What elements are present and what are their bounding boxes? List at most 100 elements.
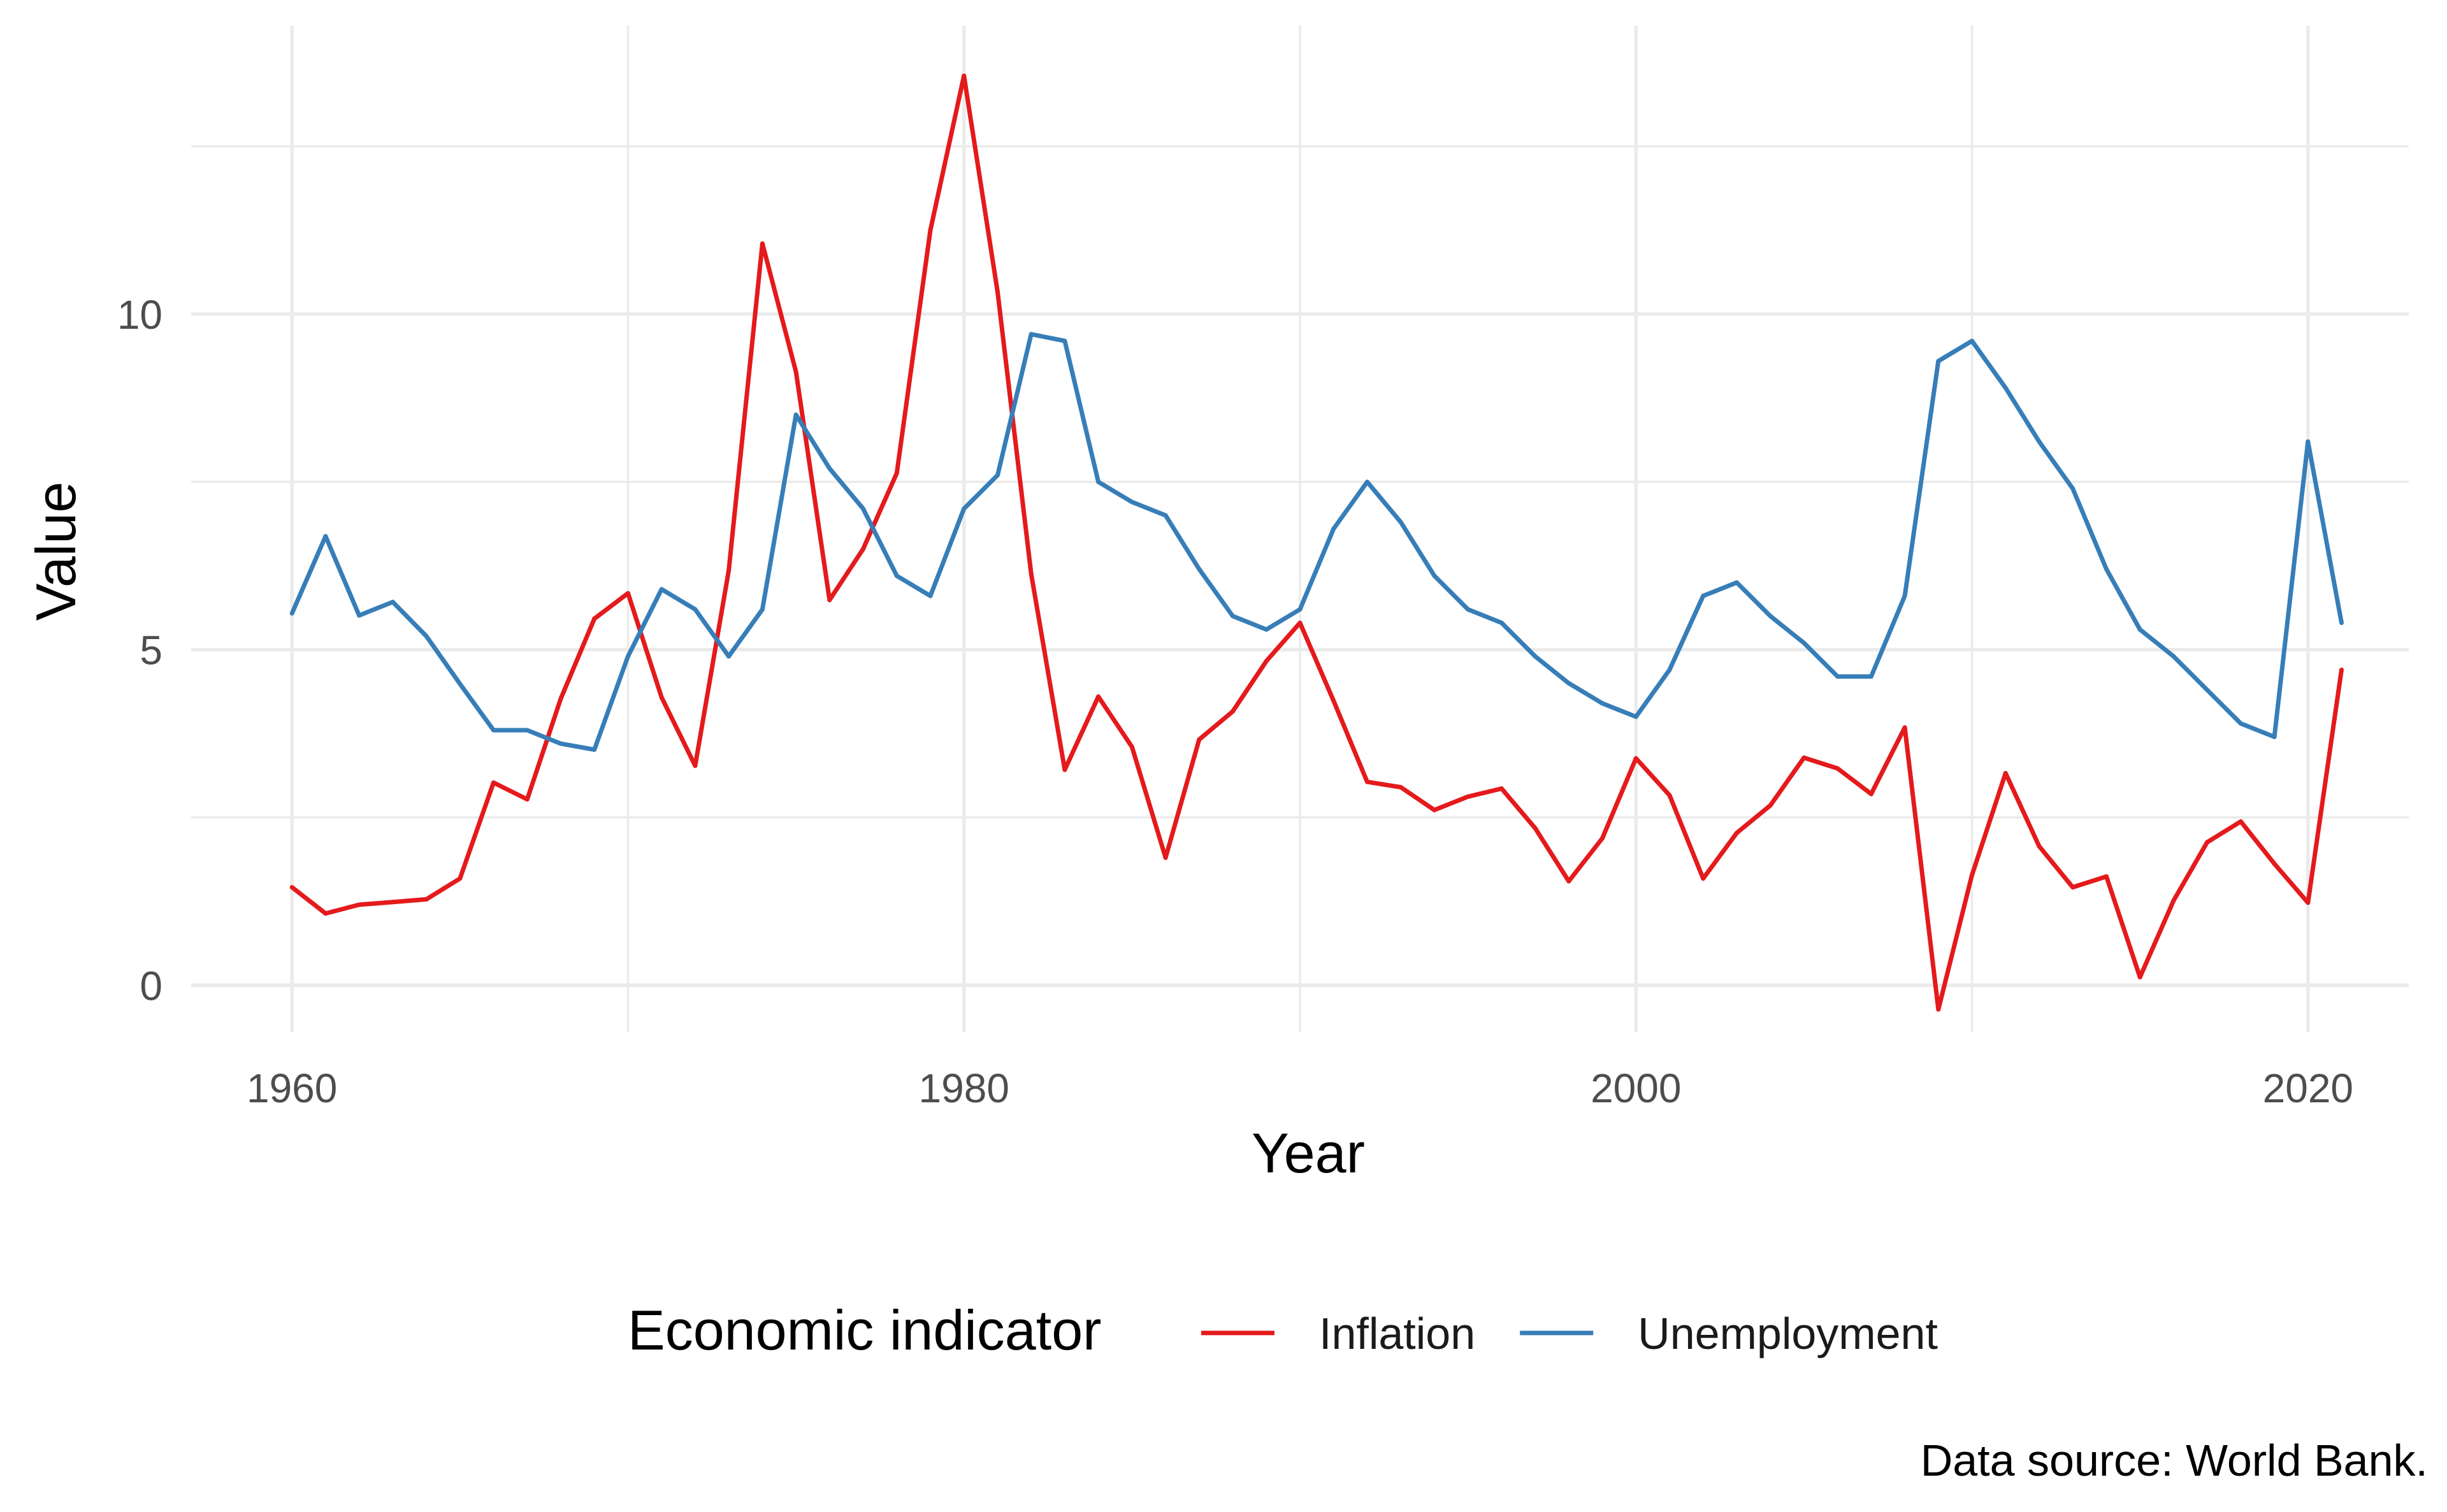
data-point [1936, 359, 1941, 364]
legend-items: Inflation Unemployment [1201, 1309, 1938, 1358]
x-tick-label: 1960 [247, 1065, 337, 1111]
data-point [357, 902, 362, 907]
series-line-inflation [291, 73, 2344, 1012]
data-point [1398, 520, 1403, 524]
data-point [962, 506, 967, 511]
x-tick-label: 2020 [2263, 1065, 2353, 1111]
data-point [2070, 486, 2075, 491]
data-point [1600, 836, 1605, 841]
data-point [1801, 640, 1807, 645]
data-point [1432, 573, 1437, 579]
data-point [1835, 674, 1840, 679]
data-point [1129, 500, 1134, 505]
y-tick-label: 10 [117, 292, 162, 338]
data-point [1029, 332, 1034, 336]
data-point [1701, 876, 1706, 881]
data-point [1633, 714, 1638, 719]
data-point [1801, 755, 1807, 760]
data-point [693, 763, 698, 768]
data-point [1633, 756, 1638, 761]
data-point [424, 634, 429, 638]
data-point [2272, 861, 2277, 867]
data-point [1466, 794, 1471, 799]
data-point [1231, 709, 1235, 714]
x-tick-label: 1980 [919, 1065, 1009, 1111]
data-point [928, 227, 933, 233]
data-point [2003, 385, 2008, 391]
data-point [1264, 659, 1269, 663]
data-point [827, 466, 832, 471]
data-point [1868, 674, 1873, 679]
data-point [1701, 593, 1706, 598]
data-point [2003, 770, 2008, 775]
data-point [323, 911, 328, 916]
data-point [2238, 819, 2243, 824]
data-point [1163, 513, 1168, 518]
data-point [1297, 621, 1303, 625]
data-point [2037, 844, 2042, 849]
data-point [1029, 572, 1034, 577]
data-point [1466, 607, 1471, 612]
data-point [2205, 688, 2210, 693]
x-tick-label: 2000 [1591, 1065, 1681, 1111]
data-point [2037, 439, 2042, 444]
data-point [524, 728, 530, 733]
data-point [1868, 791, 1873, 796]
data-point [1297, 607, 1303, 612]
data-point [894, 573, 899, 579]
data-point [390, 600, 395, 605]
caption: Data source: World Bank. [1921, 1436, 2428, 1485]
data-point [1096, 694, 1101, 699]
data-point [1062, 338, 1067, 343]
data-point [1365, 479, 1369, 484]
data-point [2137, 627, 2142, 632]
data-point [626, 591, 630, 596]
data-point [693, 607, 698, 612]
data-point [861, 506, 865, 511]
data-point [1768, 803, 1773, 808]
y-tick-label: 0 [140, 963, 162, 1009]
data-point [491, 780, 496, 785]
data-point [2171, 654, 2176, 659]
data-point [2339, 667, 2344, 672]
data-point [1197, 566, 1202, 572]
data-point [2171, 898, 2176, 903]
data-point [1566, 879, 1571, 884]
data-point [1129, 744, 1134, 749]
data-point [1432, 807, 1437, 812]
data-point [491, 728, 496, 733]
data-point [1566, 680, 1571, 686]
data-point [1499, 786, 1504, 791]
legend-item-inflation: Inflation [1201, 1309, 1475, 1358]
data-point [2205, 840, 2210, 845]
data-point [2104, 874, 2109, 879]
series-inflation [289, 73, 2344, 1012]
grid-layer [191, 25, 2409, 1032]
data-point [558, 696, 563, 701]
x-axis-title: Year [1252, 1121, 1365, 1184]
data-point [659, 695, 664, 700]
data-point [458, 876, 463, 881]
data-point [928, 593, 933, 598]
data-point [458, 681, 463, 686]
data-point [1197, 737, 1202, 742]
data-point [1970, 338, 1974, 343]
tick-labels: 1960 1980 2000 2020 0 5 10 [117, 292, 2353, 1111]
data-point [1264, 627, 1269, 632]
data-point [2070, 885, 2075, 889]
data-point [726, 568, 732, 573]
data-point [1096, 479, 1101, 484]
data-point [1735, 830, 1739, 835]
data-point [995, 473, 1000, 478]
data-point [793, 370, 798, 374]
data-point [962, 73, 967, 78]
y-axis-title: Value [24, 482, 87, 621]
data-point [1667, 793, 1672, 798]
data-point [2238, 721, 2243, 726]
data-point [1902, 593, 1907, 598]
data-point [424, 896, 429, 902]
data-point [726, 654, 732, 659]
data-point [592, 616, 597, 621]
data-point [524, 797, 530, 802]
